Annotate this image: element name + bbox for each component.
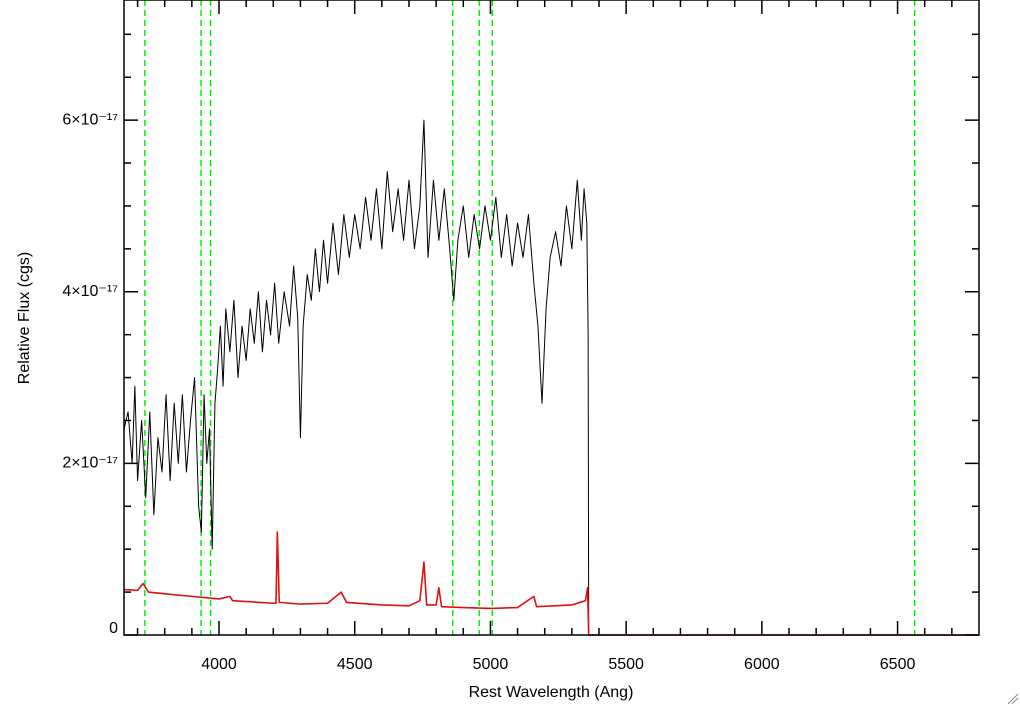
y-tick-label: 6×10⁻¹⁷ (62, 111, 118, 128)
spectrum-line (123, 531, 979, 636)
x-tick-label: 5000 (473, 656, 509, 673)
x-tick-label: 5500 (608, 656, 644, 673)
y-tick-label: 4×10⁻¹⁷ (62, 283, 118, 300)
y-tick-label: 2×10⁻¹⁷ (62, 455, 118, 472)
x-tick-label: 6500 (880, 656, 916, 673)
x-tick-label: 6000 (744, 656, 780, 673)
resize-grip (1007, 693, 1019, 705)
y-axis-label: Relative Flux (cgs) (16, 252, 33, 384)
plot-frame (123, 0, 980, 636)
x-tick-label: 4000 (201, 656, 237, 673)
x-axis-label: Rest Wavelength (Ang) (469, 684, 634, 701)
spectrum-line (123, 119, 590, 636)
x-tick-label: 4500 (337, 656, 373, 673)
y-tick-label: 0 (109, 620, 118, 637)
